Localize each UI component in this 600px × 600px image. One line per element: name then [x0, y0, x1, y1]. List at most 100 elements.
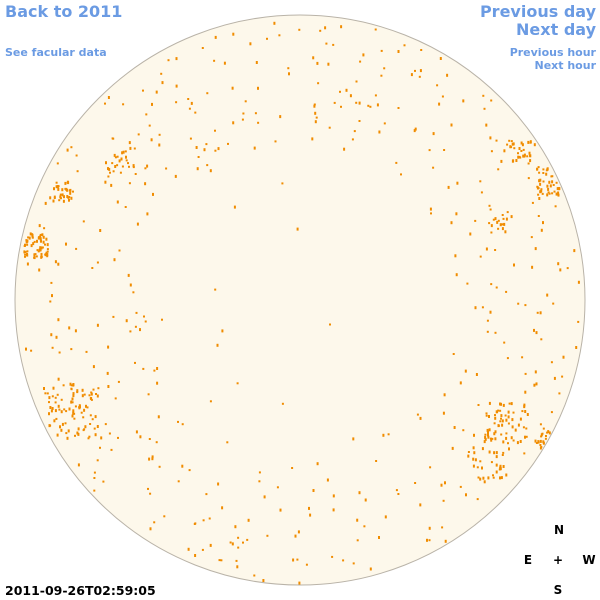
facula	[218, 559, 221, 562]
facula	[92, 388, 95, 391]
facula	[467, 454, 470, 458]
facula	[537, 193, 540, 196]
facula	[57, 262, 60, 266]
facula	[387, 433, 390, 436]
facula	[150, 138, 153, 142]
next-hour-link[interactable]: Next hour	[535, 59, 597, 72]
facula	[145, 113, 148, 116]
facula	[57, 187, 60, 191]
facula	[144, 182, 147, 186]
compass-center: +	[553, 553, 563, 567]
facula	[177, 480, 180, 483]
facula	[505, 217, 508, 221]
facula	[488, 401, 491, 405]
facula	[342, 559, 345, 562]
facula	[227, 142, 229, 145]
facula	[46, 248, 49, 251]
facula	[494, 217, 497, 221]
facula	[529, 140, 532, 144]
facula	[374, 94, 377, 97]
facula	[128, 141, 131, 145]
facula	[517, 152, 519, 155]
facula	[432, 132, 435, 136]
facula	[505, 432, 508, 435]
facula	[495, 286, 498, 289]
facula	[550, 361, 553, 364]
facula	[66, 436, 69, 440]
facula	[429, 207, 432, 211]
facula	[139, 435, 142, 439]
facula	[68, 407, 71, 411]
back-link[interactable]: Back to 2011	[5, 2, 122, 21]
facula	[505, 436, 508, 440]
facula	[147, 487, 149, 490]
facula	[151, 102, 153, 106]
facula	[542, 221, 544, 225]
facula	[37, 236, 40, 240]
facula	[414, 69, 416, 72]
facula	[542, 168, 545, 171]
facula	[62, 384, 65, 387]
next-day-link[interactable]: Next day	[516, 20, 597, 39]
facula	[117, 380, 120, 383]
facula	[502, 403, 505, 407]
previous-hour-link[interactable]: Previous hour	[510, 46, 597, 59]
facula	[209, 543, 212, 547]
facula	[83, 428, 86, 431]
facula	[249, 42, 252, 46]
facular-data-link[interactable]: See facular data	[5, 46, 107, 59]
facula	[156, 367, 159, 370]
facula	[474, 458, 477, 462]
facula	[541, 192, 544, 195]
previous-day-link[interactable]: Previous day	[480, 2, 597, 21]
facula	[397, 107, 400, 109]
facula	[279, 508, 282, 512]
facula	[501, 454, 504, 456]
facula	[482, 94, 485, 97]
facula	[539, 178, 542, 182]
facula	[486, 428, 489, 432]
facula	[72, 411, 75, 415]
facula	[72, 392, 75, 396]
facula	[378, 130, 381, 134]
facula	[65, 410, 68, 413]
facula	[223, 61, 226, 65]
facula	[378, 536, 380, 539]
facula	[93, 477, 96, 479]
facula	[495, 410, 498, 414]
facula	[537, 215, 540, 217]
facula	[345, 88, 348, 92]
facula	[220, 559, 223, 562]
facula	[96, 394, 99, 398]
facula	[241, 118, 244, 121]
facula	[158, 143, 161, 147]
facula	[539, 446, 542, 450]
facula	[42, 240, 45, 244]
facula	[93, 489, 96, 492]
facula	[50, 333, 53, 337]
facula	[153, 369, 156, 372]
facula	[104, 102, 106, 105]
facula	[474, 306, 477, 310]
facula	[557, 193, 560, 197]
facula	[537, 440, 540, 444]
facula	[163, 515, 166, 518]
facula	[88, 435, 91, 438]
facula	[479, 477, 482, 481]
facula	[380, 74, 383, 77]
facula	[24, 255, 26, 258]
facula	[352, 562, 355, 565]
facula	[472, 457, 475, 461]
facula	[559, 268, 562, 272]
facula	[151, 457, 154, 461]
facula	[46, 392, 49, 395]
facula	[384, 515, 387, 519]
facula	[90, 398, 93, 401]
facula	[442, 499, 445, 502]
facula	[369, 105, 372, 108]
facula	[315, 116, 318, 119]
facula	[76, 170, 79, 173]
facula	[148, 124, 151, 127]
facula	[524, 372, 527, 375]
facula	[500, 414, 503, 418]
